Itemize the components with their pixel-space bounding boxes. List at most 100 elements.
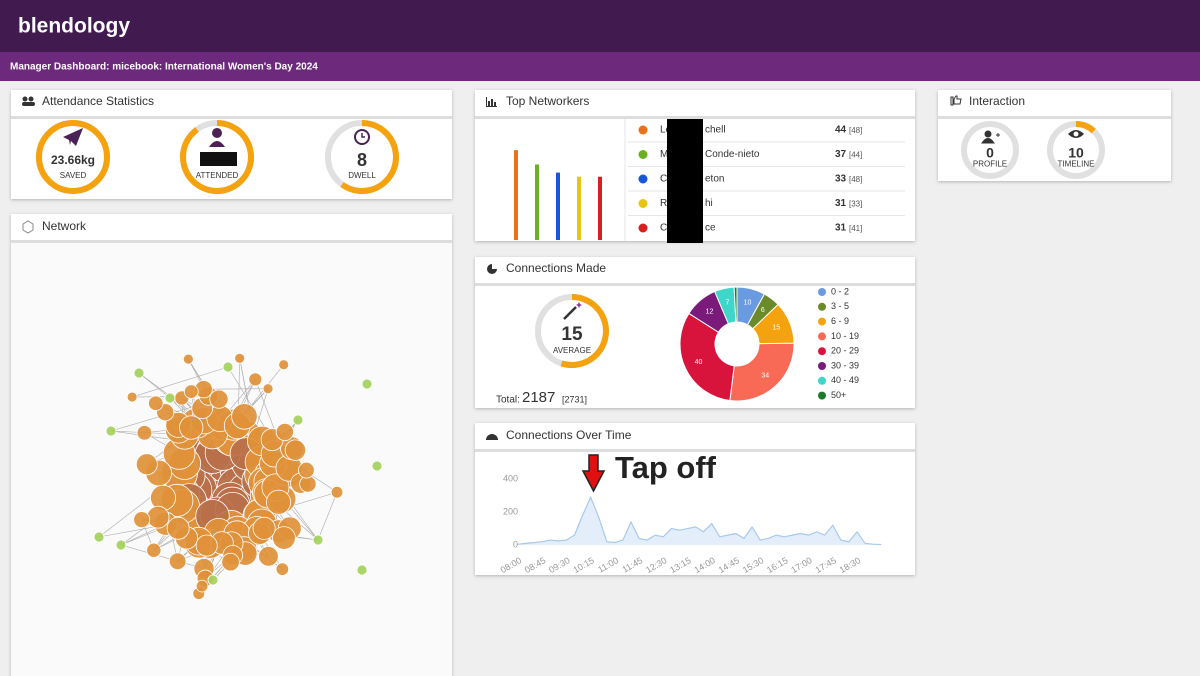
- legend-dot: [638, 174, 648, 184]
- network-edge: [120, 544, 205, 569]
- top-bar: [0, 0, 1200, 52]
- panel-header: [475, 90, 915, 116]
- panel-header: [475, 257, 915, 283]
- gauge-fill: [340, 120, 399, 194]
- gauge-fill: [180, 120, 254, 194]
- network-node: [248, 372, 263, 387]
- network-node: [292, 414, 304, 426]
- clock-icon: [354, 129, 370, 145]
- legend-label: 40 - 49: [831, 375, 859, 385]
- networker-score: 31: [835, 198, 847, 209]
- legend-label: 10 - 19: [831, 331, 859, 341]
- header-icons: [22, 95, 962, 440]
- network-node: [168, 552, 187, 571]
- networker-name: Conde-nieto: [705, 149, 760, 160]
- legend-label: 20 - 29: [831, 346, 859, 356]
- network-node: [126, 391, 138, 403]
- network-node: [361, 378, 373, 390]
- network-icon: [22, 220, 34, 234]
- legend-swatch: [818, 288, 826, 296]
- networker-name: M: [660, 149, 668, 160]
- gauge-fill: [1075, 121, 1096, 134]
- network-node: [179, 415, 204, 440]
- y-tick-label: 0: [513, 539, 518, 549]
- networker-name: C: [660, 174, 667, 185]
- networker-name: Le: [660, 125, 672, 136]
- network-edge: [317, 492, 338, 541]
- network-node: [195, 579, 209, 593]
- panel-title: Connections Over Time: [506, 428, 632, 442]
- network-node: [183, 384, 199, 399]
- legend-swatch: [818, 362, 826, 370]
- plane-icon: [63, 128, 83, 146]
- legend-swatch: [818, 302, 826, 311]
- networker-score: 33: [835, 174, 847, 185]
- network-node: [258, 546, 279, 567]
- network-node: [164, 392, 176, 404]
- header-dividers: [11, 116, 1171, 452]
- network-node: [278, 359, 290, 371]
- annotation: Tap off: [615, 450, 717, 485]
- area-fill: [518, 497, 882, 545]
- network-node: [262, 383, 274, 395]
- gauge-value: 8: [357, 150, 367, 170]
- network-node: [148, 395, 164, 411]
- legend-swatch: [818, 347, 826, 356]
- network-node: [195, 534, 218, 557]
- user-plus-icon: [984, 130, 992, 138]
- panel-header: [11, 90, 452, 116]
- legend-dot: [638, 125, 648, 135]
- networker-name: ce: [705, 223, 716, 234]
- network-graph: [93, 352, 383, 600]
- networker-total: [41]: [849, 224, 862, 233]
- total-value: 2187: [522, 389, 555, 406]
- redaction: [200, 152, 237, 166]
- total-label: Total:: [496, 395, 520, 406]
- legend-dot: [638, 223, 648, 233]
- panel-title: Connections Made: [506, 261, 606, 275]
- legend-dot: [638, 199, 648, 208]
- divider: [938, 116, 1171, 119]
- donut-slice: [729, 342, 795, 402]
- network-node: [234, 352, 246, 364]
- network-node: [272, 526, 296, 550]
- networker-score: 37: [835, 149, 847, 160]
- users-icon: [22, 96, 35, 106]
- network-node: [330, 486, 344, 499]
- network-node: [221, 552, 240, 572]
- networker-name: hi: [705, 198, 713, 209]
- wand-icon: [563, 306, 577, 320]
- panel-header: [938, 90, 1171, 116]
- networker-total: [33]: [849, 200, 862, 209]
- logo[interactable]: blendology: [18, 15, 130, 38]
- gauge-value: 15: [561, 324, 583, 345]
- gauge-icon: [486, 434, 498, 440]
- network-node: [136, 425, 153, 441]
- network-node: [312, 534, 324, 546]
- panel-headers: [11, 90, 1171, 449]
- legend-swatch: [818, 332, 826, 341]
- dashboard-title: Manager Dashboard: micebook: Internation…: [10, 62, 318, 73]
- panel-title: Network: [42, 219, 87, 233]
- legend-swatch: [818, 317, 826, 326]
- networker-name: chell: [705, 125, 726, 136]
- network-node: [266, 489, 292, 515]
- gauge-fill: [36, 120, 110, 194]
- person-icon: [209, 141, 225, 147]
- divider: [475, 116, 915, 119]
- network-node: [146, 505, 170, 529]
- network-node: [146, 542, 162, 558]
- gauge-label: PROFILE: [973, 159, 1007, 168]
- network-node: [298, 461, 315, 479]
- networker-name: eton: [705, 174, 724, 185]
- chart-icon: [486, 97, 497, 107]
- y-tick-label: 200: [503, 506, 518, 516]
- gauge-label: DWELL: [348, 171, 376, 180]
- networker-name: R: [660, 198, 667, 209]
- gauge-label: AVERAGE: [553, 346, 591, 355]
- sub-bar: [0, 52, 1200, 81]
- network-node: [275, 422, 294, 442]
- networker-score: 44: [835, 125, 847, 136]
- network-node: [182, 353, 194, 365]
